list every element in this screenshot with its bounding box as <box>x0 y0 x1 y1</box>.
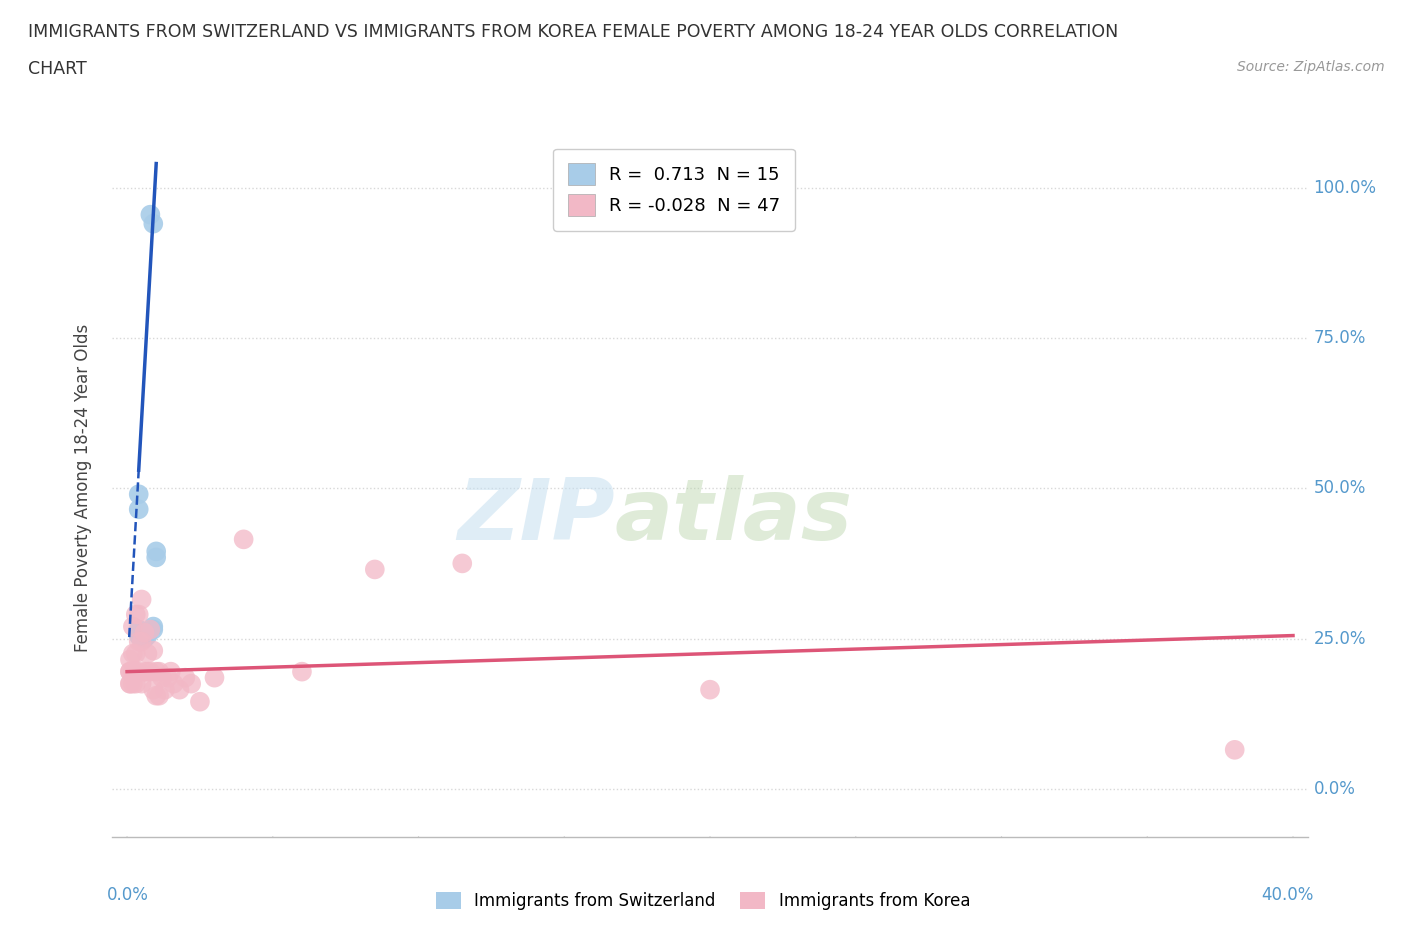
Point <box>118 676 141 691</box>
Point <box>142 619 165 634</box>
Point <box>118 652 141 667</box>
Point <box>118 664 141 679</box>
Point <box>148 664 170 679</box>
Point <box>156 671 179 685</box>
Point <box>142 683 165 698</box>
Point <box>180 676 202 691</box>
Point <box>134 631 156 646</box>
Y-axis label: Female Poverty Among 18-24 Year Olds: Female Poverty Among 18-24 Year Olds <box>73 325 91 652</box>
Text: 0.0%: 0.0% <box>1313 780 1355 798</box>
Point <box>134 664 156 679</box>
Text: 50.0%: 50.0% <box>1313 479 1367 498</box>
Point <box>204 671 226 685</box>
Point <box>150 671 173 685</box>
Point <box>136 628 159 643</box>
Point <box>139 664 162 679</box>
Point <box>128 664 150 679</box>
Point <box>174 671 197 685</box>
Point <box>163 676 186 691</box>
Point <box>232 532 254 547</box>
Point <box>699 683 721 698</box>
Text: ZIP: ZIP <box>457 474 614 558</box>
Point <box>145 550 167 565</box>
Text: 75.0%: 75.0% <box>1313 329 1367 347</box>
Point <box>142 622 165 637</box>
Text: 40.0%: 40.0% <box>1261 885 1313 904</box>
Point <box>136 664 159 679</box>
Point <box>128 622 150 637</box>
Point <box>134 628 156 643</box>
Point <box>131 592 153 607</box>
Point <box>125 646 148 661</box>
Point <box>1223 742 1246 757</box>
Point <box>122 619 145 634</box>
Point <box>125 607 148 622</box>
Point <box>134 625 156 640</box>
Point <box>159 664 181 679</box>
Point <box>142 644 165 658</box>
Legend: Immigrants from Switzerland, Immigrants from Korea: Immigrants from Switzerland, Immigrants … <box>429 885 977 917</box>
Point <box>122 676 145 691</box>
Point <box>145 688 167 703</box>
Point <box>128 634 150 649</box>
Point <box>142 217 165 232</box>
Legend: R =  0.713  N = 15, R = -0.028  N = 47: R = 0.713 N = 15, R = -0.028 N = 47 <box>554 149 794 231</box>
Point <box>139 207 162 222</box>
Point <box>128 625 150 640</box>
Point <box>145 544 167 559</box>
Point <box>153 683 176 698</box>
Point <box>451 556 474 571</box>
Point <box>148 688 170 703</box>
Point <box>125 664 148 679</box>
Point <box>128 628 150 643</box>
Point <box>188 695 211 710</box>
Text: CHART: CHART <box>28 60 87 78</box>
Point <box>136 646 159 661</box>
Text: IMMIGRANTS FROM SWITZERLAND VS IMMIGRANTS FROM KOREA FEMALE POVERTY AMONG 18-24 : IMMIGRANTS FROM SWITZERLAND VS IMMIGRANT… <box>28 23 1118 41</box>
Point <box>128 502 150 517</box>
Point <box>122 664 145 679</box>
Text: atlas: atlas <box>614 474 852 558</box>
Point <box>291 664 314 679</box>
Text: Source: ZipAtlas.com: Source: ZipAtlas.com <box>1237 60 1385 74</box>
Point <box>125 676 148 691</box>
Point <box>118 676 141 691</box>
Point <box>364 562 387 577</box>
Point <box>128 486 150 501</box>
Point <box>118 664 141 679</box>
Point <box>136 625 159 640</box>
Point <box>131 634 153 649</box>
Point <box>169 683 191 698</box>
Point <box>122 646 145 661</box>
Point <box>139 622 162 637</box>
Point <box>131 676 153 691</box>
Text: 25.0%: 25.0% <box>1313 630 1367 647</box>
Point <box>145 664 167 679</box>
Point <box>128 607 150 622</box>
Text: 0.0%: 0.0% <box>107 885 149 904</box>
Text: 100.0%: 100.0% <box>1313 179 1376 196</box>
